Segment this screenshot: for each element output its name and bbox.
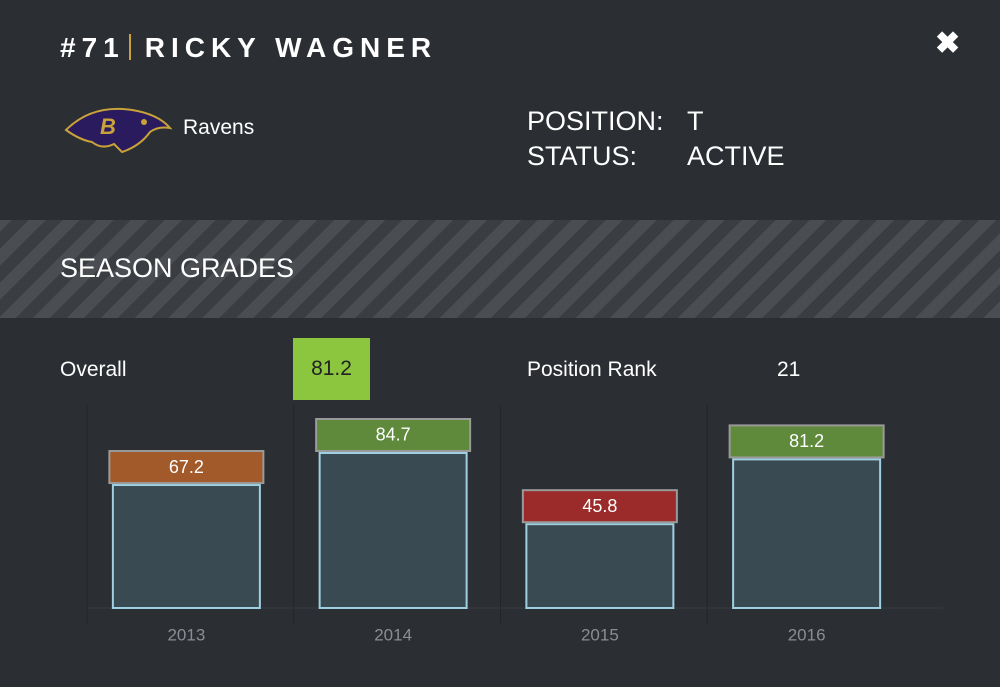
team-logo: B	[64, 107, 173, 154]
overall-label: Overall	[60, 358, 127, 381]
rank-label: Position Rank	[527, 358, 657, 381]
grade-badge	[108, 450, 265, 485]
section-band	[0, 220, 1000, 318]
position-label: POSITION:	[527, 106, 664, 136]
section-title: SEASON GRADES	[60, 253, 295, 283]
svg-text:B: B	[100, 114, 116, 139]
bar	[111, 484, 261, 609]
x-tick-label: 2013	[167, 625, 205, 644]
value-label: 45.8	[582, 496, 617, 516]
overall-grade: 81.2	[293, 338, 370, 400]
bar	[525, 523, 675, 609]
rank-value: 21	[777, 358, 801, 381]
player-number: #71	[60, 32, 125, 63]
team-name: Ravens	[183, 116, 255, 139]
grade-badge	[521, 489, 678, 524]
value-label: 84.7	[376, 425, 411, 445]
x-tick-label: 2014	[374, 625, 412, 644]
separator	[128, 34, 131, 60]
x-tick-label: 2016	[788, 625, 826, 644]
close-button[interactable]: ✖	[935, 27, 961, 60]
grade-badge	[728, 424, 885, 459]
status-value: ACTIVE	[687, 141, 785, 171]
bar	[732, 458, 882, 609]
bar	[318, 451, 468, 609]
value-label: 67.2	[169, 457, 204, 477]
x-tick-label: 2015	[581, 625, 619, 644]
player-title: #71 RICKY WAGNER	[60, 32, 437, 64]
position-value: T	[687, 106, 704, 136]
status-label: STATUS:	[527, 141, 638, 171]
value-label: 81.2	[789, 431, 824, 451]
player-name: RICKY WAGNER	[144, 32, 438, 63]
grade-badge	[315, 417, 472, 452]
